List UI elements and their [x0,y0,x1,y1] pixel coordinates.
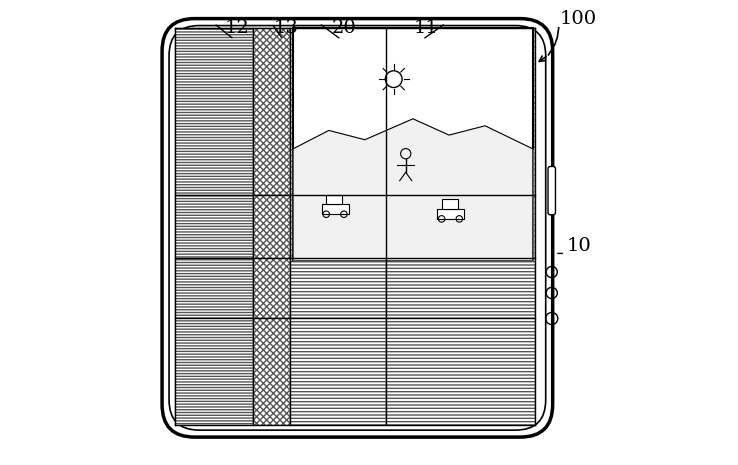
Bar [441,199,458,209]
FancyBboxPatch shape [169,26,545,430]
Bar [386,259,536,318]
Bar [293,28,533,261]
Bar [252,318,291,425]
Bar [386,195,536,259]
Text: 13: 13 [274,19,299,37]
Bar [322,204,348,214]
Text: 100: 100 [559,10,597,28]
FancyBboxPatch shape [162,19,553,437]
Text: 12: 12 [225,19,249,37]
Bar [252,28,291,195]
Bar [291,195,386,259]
Bar [175,28,252,195]
Bar [175,318,252,425]
Bar [291,318,386,425]
Bar [175,259,252,318]
Bar [252,259,291,318]
Bar [386,28,536,195]
FancyBboxPatch shape [548,166,556,215]
Bar [437,209,464,219]
Bar [291,259,386,318]
Text: 10: 10 [567,237,591,255]
Bar [175,195,252,259]
Text: 11: 11 [413,19,438,37]
Bar [326,195,342,204]
Bar [386,318,536,425]
Text: 20: 20 [332,19,356,37]
Bar [291,28,386,195]
Bar [252,195,291,259]
